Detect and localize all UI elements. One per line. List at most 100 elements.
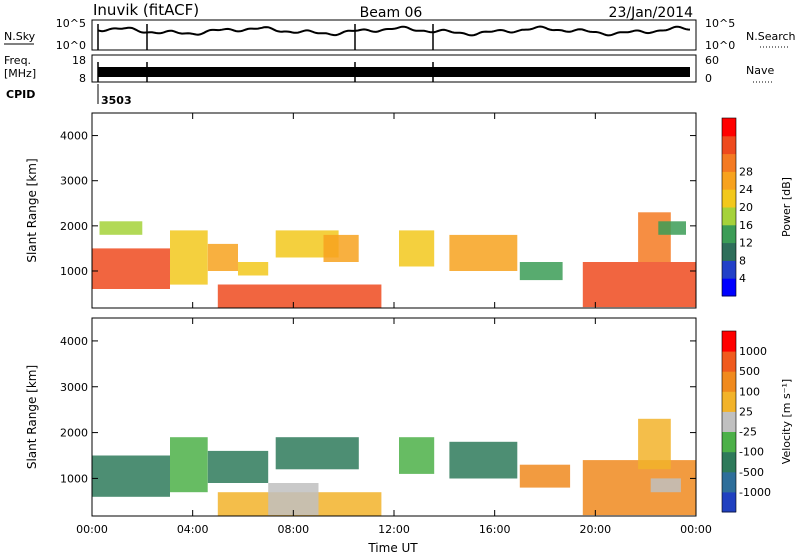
colorbar-tick-label: 24 [739, 183, 753, 196]
colorbar-swatch [722, 331, 736, 352]
colorbar-tick-label: 20 [739, 201, 753, 214]
data-region [519, 262, 563, 281]
colorbar-swatch [722, 207, 736, 226]
colorbar-swatch [722, 260, 736, 279]
data-region [217, 284, 382, 308]
data-region [99, 221, 143, 235]
colorbar-swatch [722, 371, 736, 392]
data-region [170, 437, 208, 493]
noise-sky-label: N.Sky [4, 30, 36, 43]
beam-title: Beam 06 [360, 5, 423, 21]
freq-left-tick-bottom: 8 [79, 72, 86, 85]
data-region [650, 478, 681, 493]
y-tick-label: 3000 [60, 381, 88, 394]
x-tick-label: 00:00 [76, 523, 108, 536]
data-region [449, 441, 518, 479]
nave-label: Nave [746, 64, 774, 77]
x-tick-label: 08:00 [277, 523, 309, 536]
colorbar-swatch [722, 391, 736, 412]
x-tick-label: 16:00 [479, 523, 511, 536]
data-region [207, 243, 238, 271]
colorbar-swatch [722, 411, 736, 432]
y-tick-label: 2000 [60, 220, 88, 233]
colorbar-tick-label: 4 [739, 272, 746, 285]
noise-search-label: N.Search [746, 30, 796, 43]
y-tick-label: 4000 [60, 130, 88, 143]
data-region [658, 221, 686, 235]
x-tick-label: 04:00 [177, 523, 209, 536]
noise-panel-frame [91, 19, 697, 51]
colorbar-tick-label: 8 [739, 254, 746, 267]
colorbar-tick-label: -25 [739, 426, 757, 439]
noise-right-tick-top: 10^5 [705, 17, 735, 30]
noise-left-tick-bottom: 10^0 [56, 39, 86, 52]
colorbar-tick-label: 500 [739, 365, 760, 378]
cpid-value: 3503 [101, 94, 132, 107]
data-region [207, 450, 269, 483]
freq-panel-frame [91, 54, 697, 83]
data-region [582, 262, 697, 308]
freq-label: Freq. [4, 54, 31, 67]
cpid-label: CPID [6, 88, 35, 101]
y-tick-label: 1000 [60, 265, 88, 278]
velocity-heatmap-panel: 1000 2000 3000 4000 00:00 04:00 08:00 12:00 16:0… [25, 317, 793, 536]
colorbar-tick-label: 1000 [739, 345, 767, 358]
x-tick-label: 00:00 [680, 523, 712, 536]
colorbar-frame [721, 117, 737, 297]
colorbar-swatch [722, 153, 736, 172]
colorbar-tick-label: -1000 [739, 486, 771, 499]
data-region [638, 418, 671, 470]
colorbar-tick-label: 12 [739, 237, 753, 250]
y-tick-label: 3000 [60, 175, 88, 188]
colorbar-swatch [722, 189, 736, 208]
colorbar-frame [721, 330, 737, 513]
data-region [519, 464, 571, 488]
data-region [92, 248, 170, 289]
colorbar-swatch [722, 242, 736, 261]
colorbar-swatch [722, 224, 736, 244]
data-region [238, 262, 269, 276]
station-title: Inuvik (fitACF) [93, 1, 199, 19]
colorbar-tick-label: -500 [739, 466, 764, 479]
y-tick-label: 2000 [60, 427, 88, 440]
colorbar-tick-label: 25 [739, 405, 753, 418]
y-axis-title: Slant Range [km] [25, 158, 39, 262]
data-region [268, 483, 319, 516]
colorbar-title: Velocity [m s⁻¹] [780, 379, 793, 464]
y-tick-label: 4000 [60, 335, 88, 348]
colorbar-swatch [722, 278, 736, 297]
y-axis-title: Slant Range [km] [25, 365, 39, 469]
y-tick-label: 1000 [60, 472, 88, 485]
colorbar-swatch [722, 135, 736, 155]
data-region [399, 230, 435, 267]
colorbar-tick-label: 28 [739, 165, 753, 178]
data-region [275, 437, 359, 470]
power-heatmap-panel: 1000 2000 3000 4000 Slant Range [km] 4 8 12 16 20… [25, 112, 793, 309]
colorbar-swatch [722, 431, 736, 453]
noise-sky-trace [97, 25, 691, 37]
colorbar-swatch [722, 471, 736, 493]
colorbar-swatch [722, 491, 736, 513]
freq-unit-label: [MHz] [4, 67, 36, 80]
freq-right-tick-top: 60 [705, 54, 719, 67]
date-title: 23/Jan/2014 [609, 5, 694, 21]
colorbar-swatch [722, 171, 736, 190]
x-axis-title: Time UT [367, 541, 418, 554]
colorbar-tick-label: 100 [739, 385, 760, 398]
colorbar-swatch [722, 451, 736, 473]
freq-left-tick-top: 18 [72, 54, 86, 67]
colorbar-swatch [722, 118, 736, 137]
data-region [323, 234, 359, 262]
noise-right-tick-bottom: 10^0 [705, 39, 735, 52]
colorbar-tick-label: -100 [739, 446, 764, 459]
data-region [638, 212, 671, 262]
x-tick-label: 20:00 [579, 523, 611, 536]
data-region [92, 455, 170, 497]
x-tick-label: 12:00 [378, 523, 410, 536]
data-region [449, 234, 518, 271]
freq-right-tick-bottom: 0 [705, 72, 712, 85]
colorbar-swatch [722, 351, 736, 372]
freq-trace [98, 67, 690, 77]
colorbar-title: Power [dB] [780, 177, 793, 237]
